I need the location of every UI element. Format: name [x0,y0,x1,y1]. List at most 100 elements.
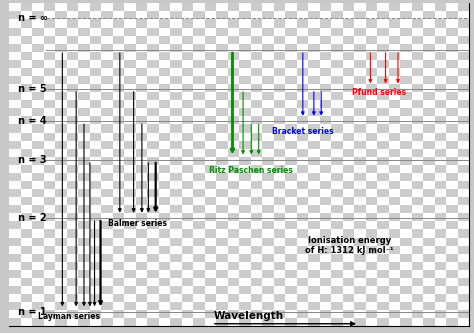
Bar [423,173,435,181]
Text: Bracket series: Bracket series [272,127,333,136]
Bar [228,19,239,28]
Bar [239,11,251,19]
Bar [90,246,101,254]
Bar [136,52,147,60]
Bar [9,141,21,149]
Bar [228,84,239,92]
Bar [297,262,308,270]
Bar [67,133,78,141]
Bar [331,28,343,36]
Bar [44,213,55,221]
Bar [366,197,377,205]
Bar [389,149,400,157]
Bar [124,44,136,52]
Bar [136,246,147,254]
Bar [228,294,239,302]
Bar [216,125,228,133]
Bar [458,52,469,60]
Bar [435,213,447,221]
Bar [228,262,239,270]
Bar [320,262,331,270]
Bar [182,133,193,141]
Bar [412,181,423,189]
Bar [113,197,124,205]
Bar [435,262,447,270]
Bar [147,254,159,262]
Bar [400,237,412,246]
Bar [297,294,308,302]
Bar [469,141,474,149]
Bar [412,68,423,76]
Bar [44,52,55,60]
Bar [412,84,423,92]
Bar [90,165,101,173]
Bar [343,310,355,318]
Bar [320,229,331,237]
Bar [377,76,389,84]
Bar [458,197,469,205]
Bar [435,197,447,205]
Bar [343,133,355,141]
Bar [67,36,78,44]
Bar [435,52,447,60]
Bar [297,149,308,157]
Bar [285,28,297,36]
Bar [239,92,251,100]
Bar [251,213,262,221]
Bar [412,310,423,318]
Bar [159,310,170,318]
Bar [469,221,474,229]
Bar [458,68,469,76]
Bar [113,181,124,189]
Bar [216,221,228,229]
Bar [263,237,274,246]
Bar [343,246,355,254]
Bar [354,28,366,36]
Bar [67,165,78,173]
Bar [205,52,216,60]
Bar [285,92,297,100]
Bar [193,270,205,278]
Bar [285,254,297,262]
Bar [21,310,32,318]
Bar [193,254,205,262]
Bar [263,141,274,149]
Bar [90,181,101,189]
Bar [44,246,55,254]
Bar [170,157,182,165]
Bar [67,278,78,286]
Bar [366,262,377,270]
Bar [435,278,447,286]
Bar [101,205,113,213]
Bar [55,254,67,262]
Bar [67,294,78,302]
Bar [67,100,78,108]
Bar [366,246,377,254]
Bar [435,165,447,173]
Bar [159,181,170,189]
Bar [182,68,193,76]
Bar [170,44,182,52]
Bar [147,302,159,310]
Bar [136,165,147,173]
Bar [9,270,21,278]
Bar [239,108,251,117]
Bar [423,270,435,278]
Bar [90,197,101,205]
Bar [435,229,447,237]
Bar [113,68,124,76]
Bar [67,246,78,254]
Bar [320,117,331,125]
Bar [423,221,435,229]
Bar [263,270,274,278]
Bar [147,141,159,149]
Bar [308,92,320,100]
Bar [274,197,285,205]
Bar [170,318,182,326]
Bar [400,28,412,36]
Bar [90,133,101,141]
Bar [343,3,355,11]
Bar [228,165,239,173]
Bar [216,189,228,197]
Bar [400,173,412,181]
